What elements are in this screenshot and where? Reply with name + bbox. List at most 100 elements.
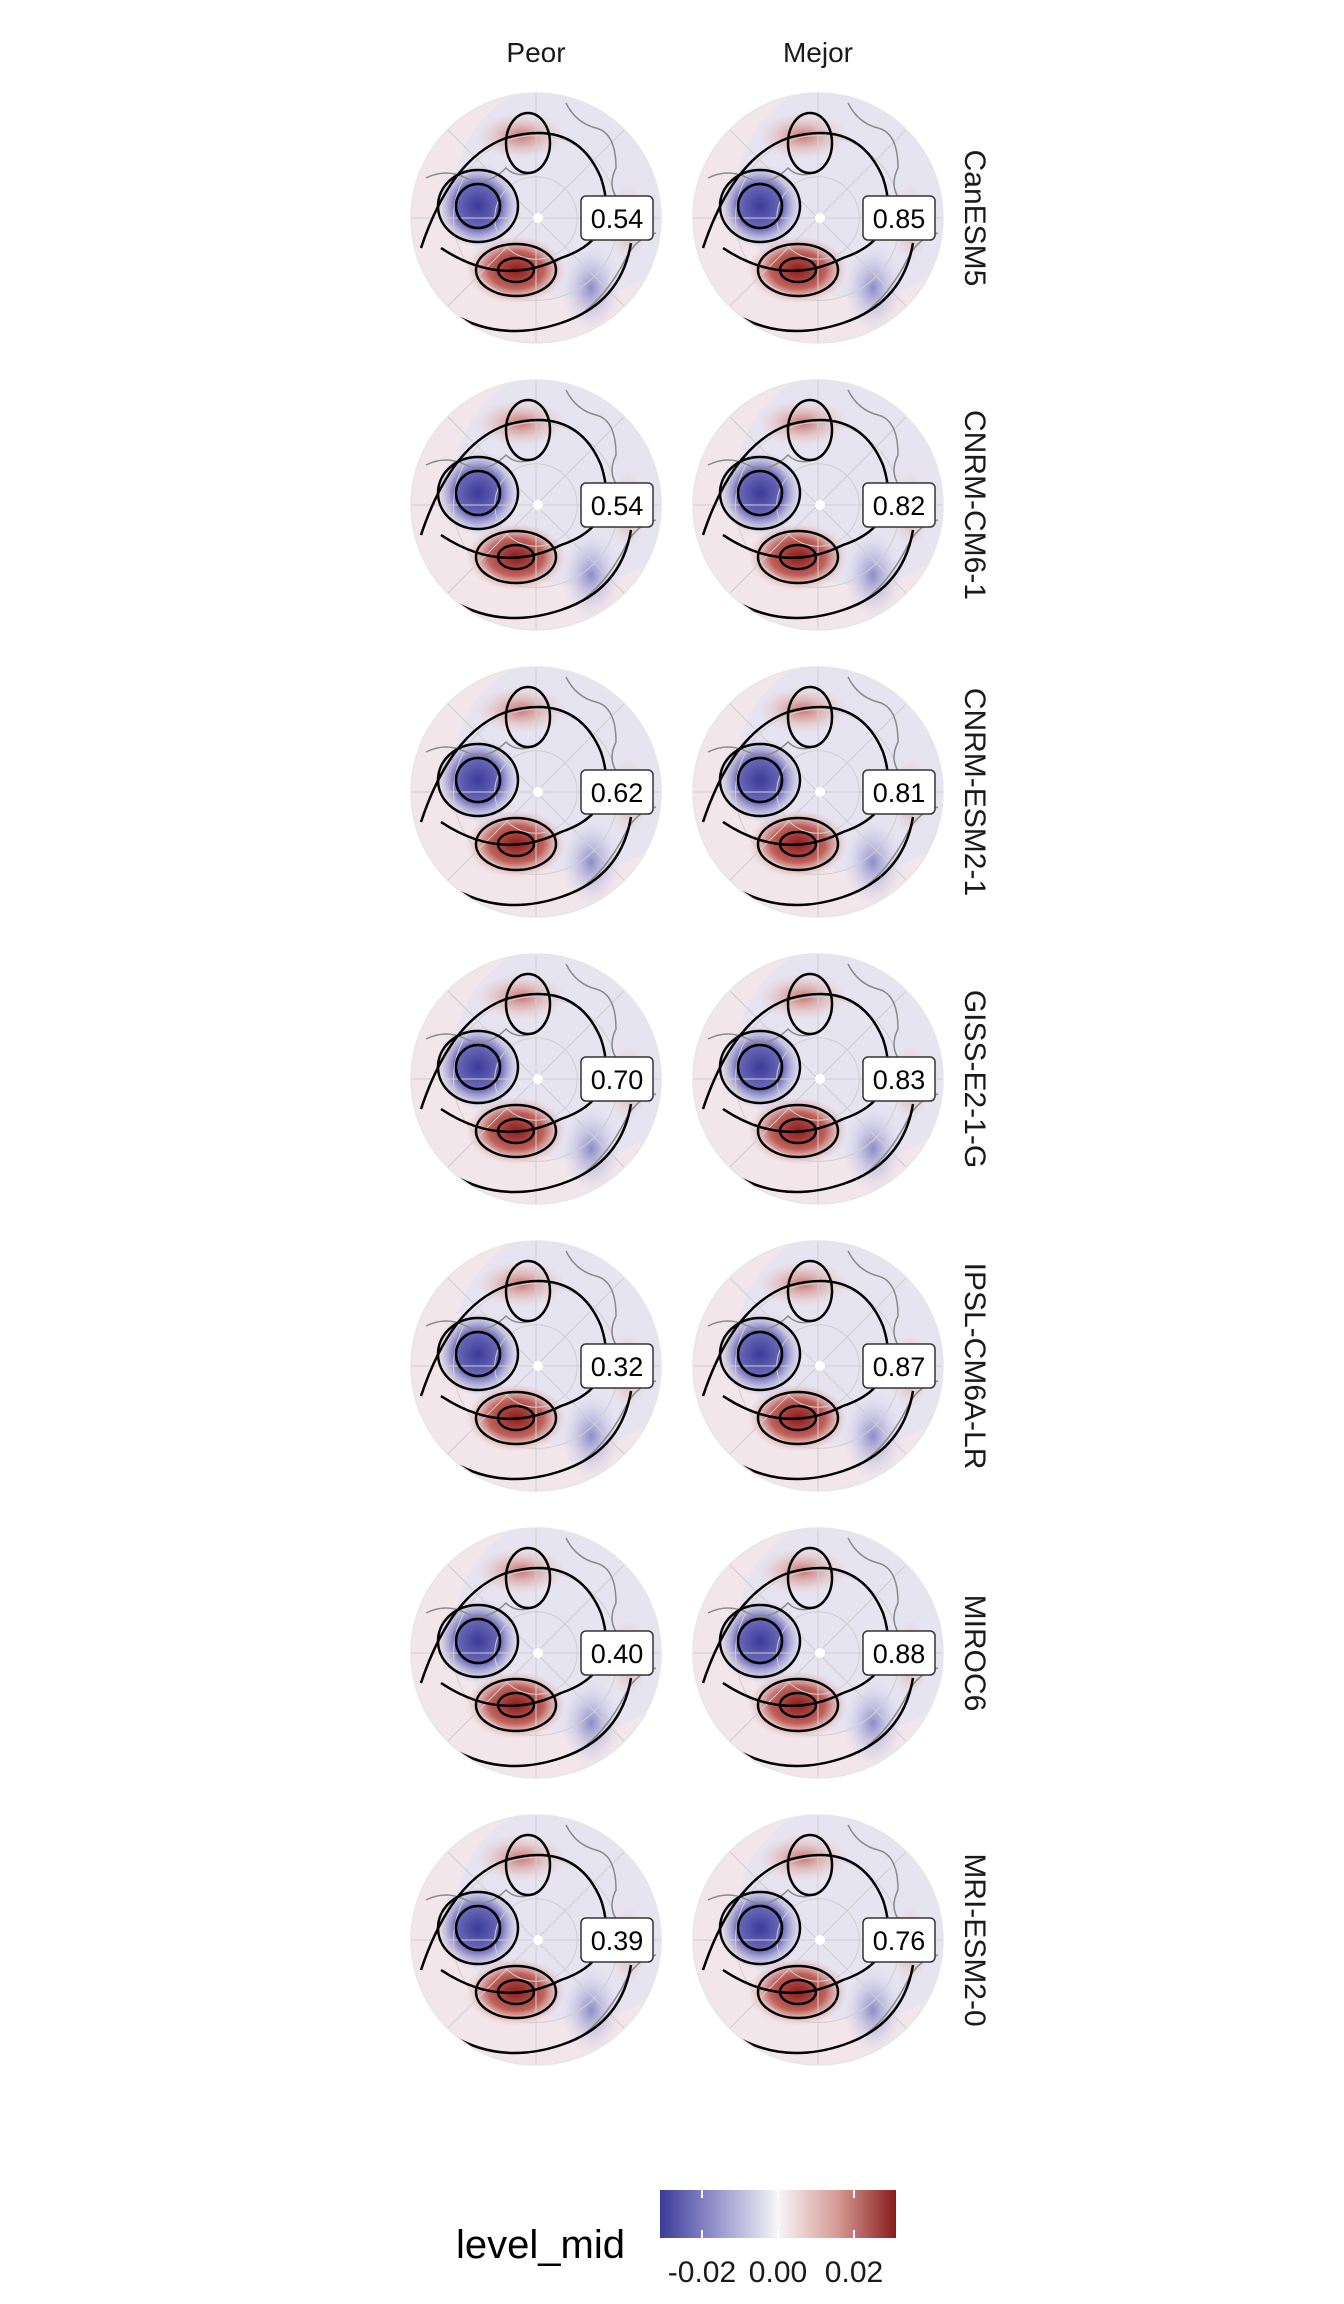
contours [419,1833,633,2055]
coastline [847,389,904,491]
pole-marker [533,1935,543,1945]
coastline [565,1250,622,1352]
pole-marker [533,213,543,223]
map-panel: 0.62 [410,666,662,918]
negative-anomaly [843,1105,903,1193]
correlation-label: 0.40 [580,1630,654,1676]
correlation-value: 0.83 [873,1065,926,1095]
correlation-value: 0.32 [591,1352,644,1382]
contours [419,1546,633,1768]
contours [701,972,915,1194]
negative-anomaly [718,1025,802,1109]
negative-anomaly [843,1966,903,2054]
negative-anomaly [843,818,903,906]
negative-anomaly [843,1679,903,1767]
positive-anomaly [475,1547,567,1595]
negative-anomaly [561,818,621,906]
contours [701,1833,915,2055]
negative-anomaly [436,451,520,535]
correlation-label: 0.39 [580,1917,654,1963]
map-panel: 0.32 [410,1240,662,1492]
coastline [847,1537,904,1639]
positive-anomaly [757,686,849,734]
colorbar-legend: level_mid -0.02 0.00 0.02 [456,2190,896,2289]
positive-anomaly [757,973,849,1021]
legend-tick-label: 0.00 [749,2256,807,2289]
map-panel: 0.76 [692,1814,944,2066]
positive-anomaly [757,1547,849,1595]
negative-anomaly [436,1025,520,1109]
pole-marker [815,1361,825,1371]
negative-anomaly [843,244,903,332]
correlation-value: 0.70 [591,1065,644,1095]
correlation-value: 0.62 [591,778,644,808]
row-label-model: GISS-E2-1-G [958,990,991,1168]
coastline [565,102,622,204]
coastline [565,963,622,1065]
coastline [425,1027,532,1044]
positive-anomaly [475,686,567,734]
negative-anomaly [561,1966,621,2054]
map-panel: 0.40 [410,1527,662,1779]
correlation-label: 0.76 [862,1917,936,1963]
coastline [847,676,904,778]
map-panel: 0.83 [692,953,944,1205]
positive-anomaly [475,973,567,1021]
contours [701,398,915,620]
row-label-model: MRI-ESM2-0 [958,1853,991,2026]
pole-marker [533,1361,543,1371]
map-panel: 0.88 [692,1527,944,1779]
positive-anomaly [475,1260,567,1308]
pole-marker [815,500,825,510]
correlation-label: 0.54 [580,482,654,528]
negative-anomaly [843,531,903,619]
negative-anomaly [718,1312,802,1396]
coastline [707,166,814,183]
pole-marker [533,1648,543,1658]
positive-anomaly [757,112,849,160]
coastline [707,453,814,470]
row-label-model: CanESM5 [958,150,991,287]
negative-anomaly [561,1679,621,1767]
correlation-label: 0.82 [862,482,936,528]
negative-anomaly [436,1312,520,1396]
correlation-value: 0.85 [873,204,926,234]
correlation-label: 0.85 [862,195,936,241]
negative-anomaly [436,738,520,822]
correlation-value: 0.76 [873,1926,926,1956]
coastline [565,676,622,778]
correlation-label: 0.81 [862,769,936,815]
map-panel: 0.81 [692,666,944,918]
map-panel: 0.54 [410,92,662,344]
coastline [565,1537,622,1639]
negative-anomaly [718,1599,802,1683]
pole-marker [533,787,543,797]
negative-anomaly [561,1392,621,1480]
row-label-model: CNRM-CM6-1 [958,410,991,600]
negative-anomaly [561,531,621,619]
contours [419,398,633,620]
correlation-label: 0.54 [580,195,654,241]
column-header-peor: Peor [506,37,565,68]
pole-marker [815,1074,825,1084]
contours [701,685,915,907]
coastline [425,453,532,470]
coastline [425,166,532,183]
negative-anomaly [843,1392,903,1480]
contours [701,1259,915,1481]
pole-marker [815,213,825,223]
correlation-label: 0.88 [862,1630,936,1676]
positive-anomaly [475,399,567,447]
coastline [707,740,814,757]
positive-anomaly [757,399,849,447]
correlation-value: 0.87 [873,1352,926,1382]
contours [419,1259,633,1481]
coastline [425,740,532,757]
coastline [707,1027,814,1044]
coastline [565,389,622,491]
correlation-value: 0.40 [591,1639,644,1669]
map-panel: 0.54 [410,379,662,631]
negative-anomaly [718,451,802,535]
positive-anomaly [757,1260,849,1308]
